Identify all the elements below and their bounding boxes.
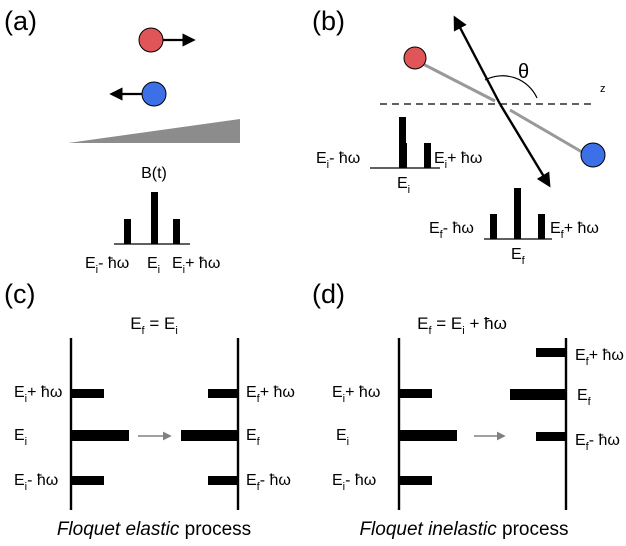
- panel-b-initial-center: Ei: [397, 175, 410, 196]
- panel-d-caption: Floquet inelastic process: [359, 519, 568, 540]
- panel-c-final-center-label: Ef: [246, 427, 261, 448]
- panel-b-angle-arc: [484, 75, 538, 99]
- panel-a-red-particle: [138, 27, 196, 53]
- panel-d-final-upper-band: [536, 348, 566, 357]
- panel-b-outgoing-trajectory: [509, 108, 583, 154]
- panel-b-final-spectrum: [484, 188, 552, 240]
- panel-d-initial-lower-band: [399, 476, 432, 485]
- panel-b-relative-momentum-in: [453, 15, 502, 105]
- panel-b-theta: θ: [518, 61, 529, 83]
- panel-c-equation: Ef = Ei: [130, 314, 178, 337]
- panel-d-final-central-band: [510, 389, 566, 400]
- panel-d-initial-central-band: [399, 430, 457, 441]
- panel-b-initial-lower: Ei- ħω: [316, 150, 360, 171]
- panel-c-initial-center-label: Ei: [14, 427, 27, 448]
- panel-d-label: (d): [312, 279, 345, 309]
- panel-c-final-lower-label: Ef- ħω: [246, 472, 291, 493]
- panel-a-label: (a): [4, 6, 37, 36]
- panel-b-final-center: Ef: [511, 246, 526, 267]
- panel-a-label-upper: Ei+ ħω: [172, 255, 220, 276]
- panel-c-final-upper-band: [208, 389, 238, 398]
- panel-a-blue-particle: [109, 81, 167, 107]
- panel-b-blue-particle: [580, 142, 606, 168]
- panel-a-central-band: [151, 192, 158, 244]
- panel-c-final-lower-band: [208, 476, 238, 485]
- panel-a-label-lower: Ei- ħω: [85, 255, 129, 276]
- panel-c-caption: Floquet elastic process: [57, 519, 251, 540]
- panel-b-relative-momentum-out: [498, 103, 551, 188]
- panel-c-label: (c): [4, 279, 35, 309]
- panel-d-final-center-label: Ef: [577, 387, 592, 408]
- panel-b-red-particle: [403, 46, 427, 70]
- panel-a-field-ramp: [68, 119, 240, 143]
- panel-b-final-lower: Ef- ħω: [429, 220, 474, 241]
- panel-a-spectrum: [114, 192, 190, 245]
- panel-c-initial-upper-label: Ei+ ħω: [14, 384, 62, 405]
- panel-b-initial-spectrum: [370, 117, 440, 169]
- panel-d-final-lower-label: Ef- ħω: [575, 432, 620, 453]
- panel-a-sideband-upper: [173, 219, 180, 244]
- panel-d-initial-center-label: Ei: [336, 427, 349, 448]
- panel-b-incoming-trajectory: [422, 62, 496, 103]
- panel-b-initial-upper: Ei+ ħω: [434, 150, 482, 171]
- panel-d-initial-lower-label: Ei- ħω: [332, 472, 376, 493]
- panel-c-initial-central-band: [71, 430, 129, 441]
- panel-b-label: (b): [312, 6, 345, 36]
- panel-d-final-lower-band: [536, 432, 566, 441]
- panel-c-initial-upper-band: [71, 389, 104, 398]
- panel-a-sideband-lower: [124, 219, 131, 244]
- panel-c-initial-lower-label: Ei- ħω: [14, 472, 58, 493]
- panel-d-final-upper-label: Ef+ ħω: [575, 347, 624, 368]
- panel-c-initial-lower-band: [71, 476, 104, 485]
- panel-a-label-center: Ei: [147, 255, 160, 276]
- panel-d-equation: Ef = Ei + ħω: [417, 314, 507, 337]
- panel-d-initial-upper-band: [399, 389, 432, 398]
- panel-c-final-upper-label: Ef+ ħω: [246, 384, 295, 405]
- panel-a-field-label: B(t): [141, 165, 167, 182]
- panel-d-initial-upper-label: Ei+ ħω: [332, 384, 380, 405]
- panel-b-z-label: z: [600, 83, 606, 95]
- panel-c-final-central-band: [181, 430, 238, 441]
- panel-b-final-upper: Ef+ ħω: [550, 220, 599, 241]
